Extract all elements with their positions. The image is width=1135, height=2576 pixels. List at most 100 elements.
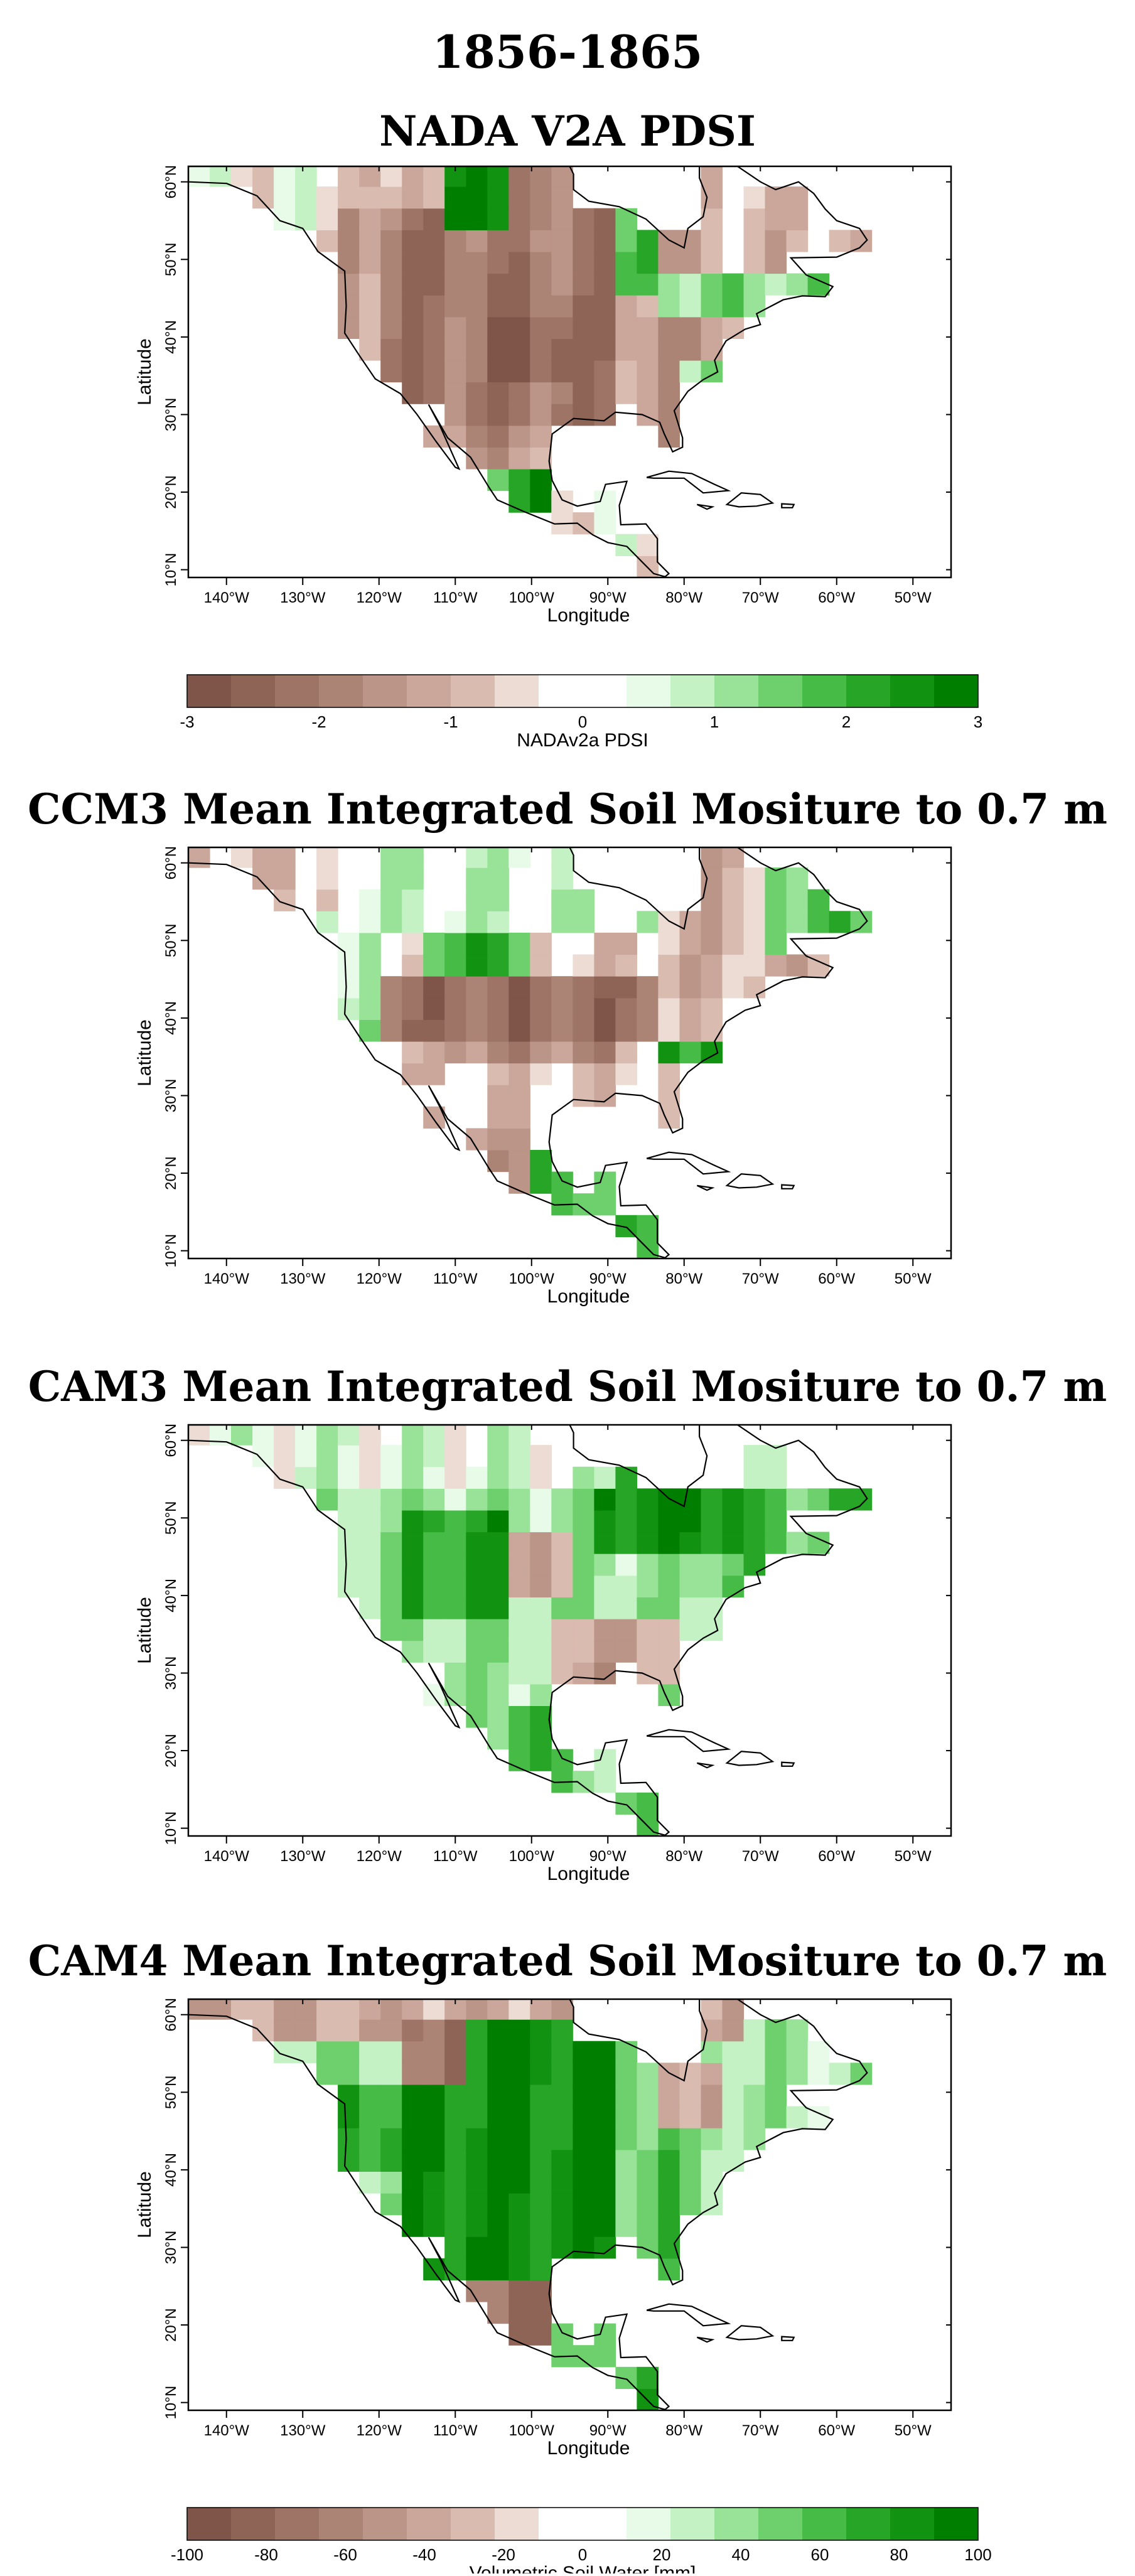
grid-cell (551, 976, 573, 999)
grid-cell (359, 166, 381, 187)
grid-cell (530, 2106, 552, 2128)
colorbar-swatch (363, 2508, 407, 2540)
grid-cell (743, 911, 766, 933)
grid-cell (573, 2128, 594, 2150)
grid-cell (658, 2193, 680, 2216)
grid-cell (615, 1575, 637, 1597)
grid-cell (551, 186, 573, 209)
grid-cell (530, 2236, 552, 2259)
grid-cell (551, 2323, 573, 2346)
grid-cell (658, 2149, 680, 2172)
grid-cell (466, 1662, 488, 1685)
grid-cell (573, 1619, 594, 1641)
grid-cell (615, 2214, 637, 2237)
grid-cell (295, 166, 317, 187)
panel-title-cam4: CAM4 Mean Integrated Soil Mositure to 0.… (28, 1936, 1107, 1985)
grid-cell (530, 2019, 552, 2042)
grid-cell (573, 911, 594, 933)
x-tick-label: 140°W (204, 1270, 250, 1287)
grid-cell (658, 1597, 680, 1619)
grid-cell (551, 208, 573, 230)
grid-cell (573, 1085, 594, 1107)
grid-cell (423, 251, 445, 274)
grid-cell (338, 316, 360, 339)
grid-cell (423, 2149, 445, 2172)
grid-cell (508, 1683, 530, 1706)
colorbar-swatch (627, 2508, 671, 2540)
grid-cell (658, 273, 680, 296)
grid-cell (487, 295, 509, 318)
grid-cell (551, 2084, 573, 2107)
grid-cell (402, 2214, 424, 2237)
grid-cell (551, 2041, 573, 2063)
grid-cell (743, 1554, 766, 1576)
grid-cell (743, 295, 766, 318)
grid-cell (423, 2041, 445, 2063)
grid-cell (423, 932, 445, 955)
grid-cell (466, 295, 488, 318)
grid-cell (722, 295, 745, 318)
y-axis-label: Latitude (134, 1597, 155, 1664)
grid-cell (551, 382, 573, 404)
grid-cell (508, 1619, 530, 1641)
grid-cell (551, 2019, 573, 2042)
grid-cell (850, 2063, 873, 2085)
grid-cell (423, 316, 445, 339)
panel-title-ccm3: CCM3 Mean Integrated Soil Mositure to 0.… (28, 785, 1107, 834)
grid-cell (658, 1019, 680, 1042)
grid-cell (594, 2084, 616, 2107)
grid-cell (594, 273, 616, 296)
grid-cell (594, 230, 616, 252)
grid-cell (658, 1575, 680, 1597)
grid-cell (551, 911, 573, 933)
grid-cell (743, 889, 766, 911)
grid-cell (380, 2019, 402, 2042)
grid-cell (658, 1063, 680, 1085)
grid-cell (487, 1128, 509, 1151)
grid-cell (530, 166, 552, 187)
grid-cell (466, 404, 488, 426)
grid-cell (701, 1532, 723, 1554)
grid-cell (188, 1999, 210, 2020)
grid-cell (380, 2171, 402, 2194)
grid-cell (359, 997, 381, 1020)
grid-cell (466, 2236, 488, 2259)
grid-cell (508, 1425, 530, 1446)
grid-cell (679, 2171, 702, 2194)
grid-cell (573, 1063, 594, 1085)
grid-cell (615, 316, 637, 339)
grid-cell (338, 1532, 360, 1554)
grid-cell (487, 1727, 509, 1750)
grid-cell (551, 1171, 573, 1194)
y-axis-label: Latitude (134, 2171, 155, 2238)
grid-cell (765, 2041, 787, 2063)
grid-cell (466, 954, 488, 977)
grid-cell (530, 1171, 552, 1194)
x-tick-label: 110°W (433, 2422, 478, 2439)
grid-cell (615, 997, 637, 1020)
grid-cell (530, 1445, 552, 1468)
grid-cell (658, 2171, 680, 2194)
grid-cell (487, 2063, 509, 2085)
grid-cell (551, 490, 573, 513)
x-tick-label: 70°W (742, 1270, 779, 1287)
grid-cell (466, 2258, 488, 2280)
grid-cell (316, 1488, 338, 1511)
grid-cell (423, 1554, 445, 1576)
grid-cell (444, 2084, 466, 2107)
grid-cell (722, 1532, 745, 1554)
grid-cell (701, 932, 723, 955)
grid-cell (573, 2063, 594, 2085)
grid-cell (701, 976, 723, 999)
grid-cell (295, 1425, 317, 1446)
grid-cell (551, 1749, 573, 1771)
grid-cell (786, 867, 809, 890)
grid-cell (487, 382, 509, 404)
grid-cell (551, 2171, 573, 2194)
grid-cell (594, 1532, 616, 1554)
grid-cell (786, 2063, 809, 2085)
grid-cell (423, 1425, 445, 1446)
grid-cell (402, 847, 424, 868)
grid-cell (487, 1640, 509, 1663)
grid-cell (701, 1999, 723, 2020)
